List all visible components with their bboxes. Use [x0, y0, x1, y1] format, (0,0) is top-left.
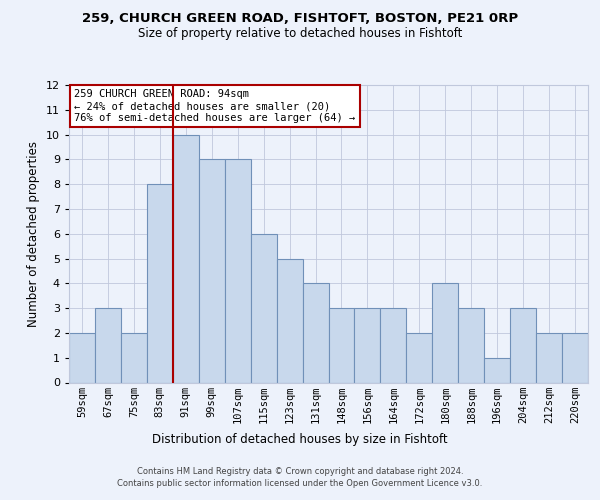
Bar [277, 258, 302, 382]
Bar [199, 160, 224, 382]
Y-axis label: Number of detached properties: Number of detached properties [27, 141, 40, 327]
Text: Contains HM Land Registry data © Crown copyright and database right 2024.: Contains HM Land Registry data © Crown c… [137, 468, 463, 476]
Bar [95, 308, 121, 382]
Bar [536, 333, 562, 382]
Bar [121, 333, 147, 382]
Text: Distribution of detached houses by size in Fishtoft: Distribution of detached houses by size … [152, 432, 448, 446]
Bar [302, 284, 329, 382]
Text: 259, CHURCH GREEN ROAD, FISHTOFT, BOSTON, PE21 0RP: 259, CHURCH GREEN ROAD, FISHTOFT, BOSTON… [82, 12, 518, 26]
Bar [406, 333, 432, 382]
Text: Size of property relative to detached houses in Fishtoft: Size of property relative to detached ho… [138, 28, 462, 40]
Bar [355, 308, 380, 382]
Bar [562, 333, 588, 382]
Bar [225, 160, 251, 382]
Bar [329, 308, 355, 382]
Text: Contains public sector information licensed under the Open Government Licence v3: Contains public sector information licen… [118, 478, 482, 488]
Bar [510, 308, 536, 382]
Bar [433, 284, 458, 382]
Text: 259 CHURCH GREEN ROAD: 94sqm
← 24% of detached houses are smaller (20)
76% of se: 259 CHURCH GREEN ROAD: 94sqm ← 24% of de… [74, 90, 355, 122]
Bar [251, 234, 277, 382]
Bar [458, 308, 484, 382]
Bar [69, 333, 95, 382]
Bar [147, 184, 173, 382]
Bar [173, 134, 199, 382]
Bar [380, 308, 406, 382]
Bar [484, 358, 510, 382]
